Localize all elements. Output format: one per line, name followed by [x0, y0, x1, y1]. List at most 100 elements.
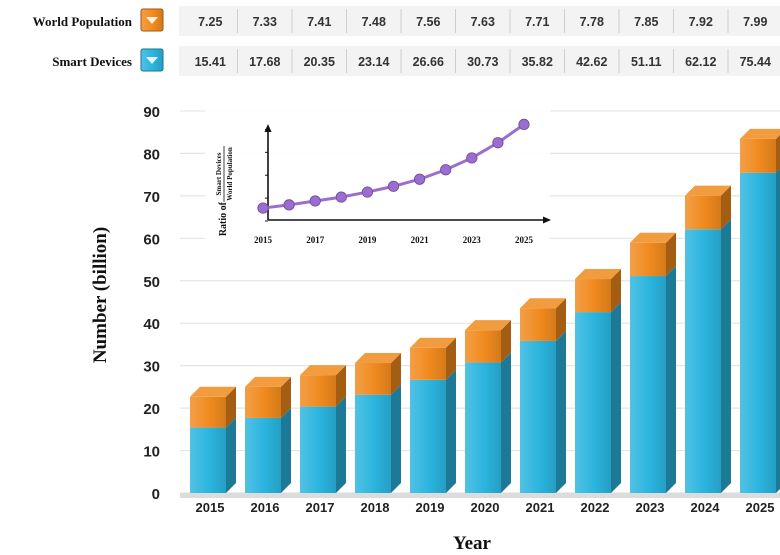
- bar-group: [465, 320, 511, 493]
- x-tick-label: 2019: [416, 500, 445, 515]
- table-cell: 7.63: [471, 15, 495, 29]
- bar-segment-world-population: [245, 386, 281, 418]
- bar-segment-world-population: [300, 375, 336, 407]
- legend-swatch-icon: [140, 48, 164, 72]
- y-axis: 0 10 20 30 40 50 60 70 80 90: [143, 104, 160, 503]
- bar-segment-side: [226, 386, 236, 428]
- table-cell: 7.92: [689, 15, 713, 29]
- bar-segment-side: [336, 365, 346, 407]
- bar-group: [190, 386, 236, 493]
- bar-top: [630, 232, 676, 243]
- y-tick-label: 20: [143, 401, 160, 418]
- bar-group: [740, 128, 780, 493]
- table-row-label: World Population: [33, 14, 133, 29]
- inset-data-point: [518, 118, 530, 131]
- bar-segment-side: [666, 232, 676, 277]
- bar-segment-world-population: [465, 330, 501, 363]
- table-cell: 17.68: [249, 55, 280, 69]
- bar-segment-side: [336, 396, 346, 493]
- inset-x-tick-label: 2025: [515, 235, 534, 245]
- table-cell: 42.62: [576, 55, 607, 69]
- inset-data-point: [309, 195, 321, 207]
- bar-top: [575, 269, 621, 280]
- inset-data-point: [335, 191, 347, 203]
- bar-top: [685, 185, 731, 196]
- y-tick-label: 70: [143, 189, 160, 206]
- bar-segment-smart-devices: [520, 340, 556, 493]
- bar-top: [245, 376, 291, 387]
- inset-data-point: [257, 202, 269, 214]
- table-cell: 26.66: [413, 55, 444, 69]
- bar-segment-world-population: [630, 242, 666, 277]
- bar-top: [190, 386, 236, 397]
- bar-segment-world-population: [740, 138, 776, 173]
- table-cell: 7.25: [198, 15, 222, 29]
- table-cell: 7.85: [634, 15, 658, 29]
- inset-x-axis-arrow-icon: [543, 216, 551, 224]
- bar-segment-side: [611, 269, 621, 313]
- bar-group: [520, 298, 566, 493]
- inset-y-label-numerator: Smart Devices: [215, 152, 223, 195]
- inset-data-point: [440, 164, 452, 176]
- table-cell: 7.78: [580, 15, 604, 29]
- bar-top: [520, 298, 566, 309]
- table-cell: 35.82: [522, 55, 553, 69]
- x-tick-label: 2018: [361, 500, 390, 515]
- chart-floor: [180, 493, 780, 498]
- inset-background: [205, 106, 550, 256]
- bar-group: [410, 337, 456, 493]
- bar-segment-side: [501, 320, 511, 363]
- bar-segment-world-population: [520, 308, 556, 341]
- table-cell: 23.14: [358, 55, 389, 69]
- table-cell: 7.48: [362, 15, 386, 29]
- bar-segment-side: [501, 352, 511, 493]
- bar-segment-smart-devices: [575, 312, 611, 493]
- bar-segment-side: [446, 369, 456, 493]
- x-tick-label: 2024: [691, 500, 721, 515]
- bar-top: [740, 128, 780, 139]
- y-tick-label: 30: [143, 359, 160, 376]
- bar-segment-smart-devices: [355, 394, 391, 493]
- table-cell: 15.41: [195, 55, 226, 69]
- inset-data-point: [492, 137, 504, 149]
- bar-top: [465, 320, 511, 331]
- bar-group: [245, 376, 291, 493]
- bar-segment-smart-devices: [300, 406, 336, 493]
- bar-group: [300, 365, 346, 493]
- inset-y-label: Ratio of Smart Devices World Population: [215, 146, 234, 236]
- y-tick-label: 0: [152, 486, 160, 503]
- x-tick-label: 2016: [251, 500, 280, 515]
- bar-segment-world-population: [410, 347, 446, 380]
- x-tick-label: 2023: [636, 500, 665, 515]
- bar-segment-world-population: [685, 195, 721, 230]
- y-tick-label: 50: [143, 274, 160, 291]
- bar-segment-world-population: [190, 396, 226, 428]
- bar-segment-side: [776, 134, 780, 173]
- bar-segment-side: [281, 376, 291, 418]
- x-axis-title: Year: [453, 533, 492, 554]
- table-cell: 7.71: [525, 15, 549, 29]
- x-tick-label: 2021: [526, 500, 555, 515]
- bar-segment-side: [666, 266, 676, 493]
- table-row-background: [179, 46, 780, 76]
- bar-segment-smart-devices: [245, 417, 281, 493]
- x-tick-label: 2017: [306, 500, 335, 515]
- y-axis-title: Number (billion): [90, 227, 111, 363]
- inset-y-label-prefix: Ratio of: [218, 201, 229, 236]
- inset-y-axis-arrow-icon: [264, 124, 272, 132]
- table-row-background: [179, 6, 780, 36]
- table-row-label: Smart Devices: [52, 54, 132, 69]
- bar-group: [355, 353, 401, 493]
- inset-data-point: [466, 152, 478, 164]
- bar-segment-smart-devices: [685, 229, 721, 493]
- bar-segment-side: [391, 353, 401, 395]
- legend-swatch-icon: [140, 8, 164, 32]
- bar-segment-side: [556, 330, 566, 493]
- bar-segment-smart-devices: [190, 427, 226, 493]
- x-tick-label: 2025: [746, 500, 775, 515]
- bar-segment-side: [556, 298, 566, 341]
- y-tick-label: 80: [143, 146, 160, 163]
- inset-data-point: [387, 180, 400, 192]
- bar-segment-side: [721, 219, 731, 493]
- bar-segment-world-population: [575, 279, 611, 313]
